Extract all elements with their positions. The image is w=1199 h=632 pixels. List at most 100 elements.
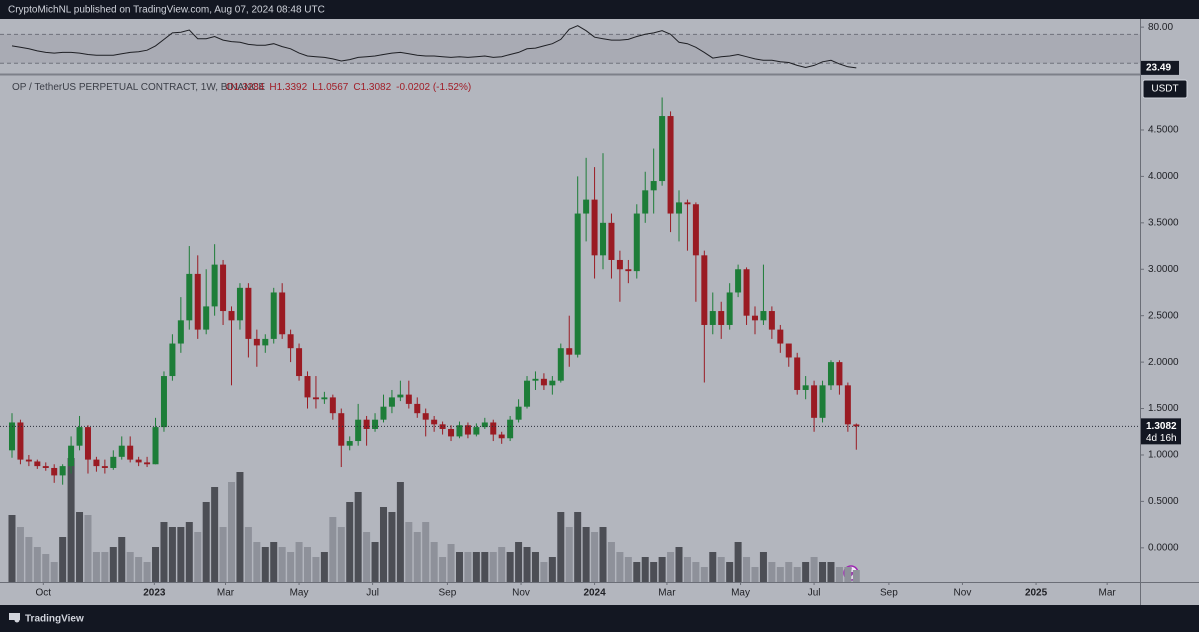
volume-bar bbox=[776, 567, 784, 582]
volume-bar bbox=[599, 527, 607, 582]
volume-bar bbox=[354, 492, 362, 582]
candle-body bbox=[794, 357, 801, 390]
candle-body bbox=[659, 116, 666, 182]
volume-bar bbox=[692, 562, 700, 582]
candle-body bbox=[287, 334, 294, 349]
y-tick-label: 0.5000 bbox=[1148, 496, 1179, 507]
candle-body bbox=[583, 199, 590, 214]
x-tick-label: May bbox=[290, 588, 309, 599]
y-tick-label: 2.5000 bbox=[1148, 310, 1179, 321]
volume-bar bbox=[802, 562, 810, 582]
candle-body bbox=[34, 461, 41, 467]
volume-bar bbox=[194, 532, 202, 582]
volume-bar bbox=[650, 562, 658, 582]
candle-body bbox=[17, 422, 24, 460]
volume-bar bbox=[253, 542, 261, 582]
y-tick-label: 3.5000 bbox=[1148, 217, 1179, 228]
candle-body bbox=[101, 466, 108, 468]
volume-bar bbox=[143, 562, 151, 582]
volume-bar bbox=[743, 557, 751, 582]
candle-body bbox=[676, 202, 683, 214]
candle-body bbox=[431, 419, 438, 425]
candle-body bbox=[464, 425, 471, 435]
volume-bar bbox=[717, 557, 725, 582]
brand-name: TradingView bbox=[25, 614, 84, 625]
candle-body bbox=[549, 380, 556, 386]
y-tick-label: 1.5000 bbox=[1148, 403, 1179, 414]
volume-bar bbox=[768, 562, 776, 582]
candle-body bbox=[811, 385, 818, 418]
volume-bar bbox=[278, 547, 286, 582]
volume-bar bbox=[785, 562, 793, 582]
volume-bar bbox=[759, 552, 767, 582]
volume-bar bbox=[658, 557, 666, 582]
x-tick-label: 2024 bbox=[583, 588, 606, 599]
volume-bar bbox=[844, 567, 852, 582]
candle-body bbox=[726, 292, 733, 325]
y-tick-label: 2.0000 bbox=[1148, 357, 1179, 368]
footer-bar bbox=[0, 605, 1199, 632]
candle-body bbox=[169, 343, 176, 377]
legend: OP / TetherUS PERPETUAL CONTRACT, 1W, BI… bbox=[12, 82, 266, 93]
x-tick-label: 2023 bbox=[143, 588, 166, 599]
volume-bar bbox=[346, 502, 354, 582]
volume-bar bbox=[633, 562, 641, 582]
x-tick-label: Sep bbox=[439, 588, 457, 599]
candle-body bbox=[118, 445, 125, 457]
volume-bar bbox=[582, 527, 590, 582]
volume-bar bbox=[363, 532, 371, 582]
volume-bar bbox=[700, 567, 708, 582]
volume-bar bbox=[287, 552, 295, 582]
candle-body bbox=[338, 413, 345, 446]
candle-body bbox=[735, 269, 742, 293]
volume-bar bbox=[548, 557, 556, 582]
volume-bar bbox=[489, 552, 497, 582]
volume-bar bbox=[295, 542, 303, 582]
currency-box bbox=[1142, 79, 1188, 99]
candle-body bbox=[135, 459, 142, 463]
x-tick-label: Oct bbox=[36, 588, 52, 599]
y-tick-label: 0.0000 bbox=[1148, 542, 1179, 553]
candle-body bbox=[608, 222, 615, 260]
candle-body bbox=[768, 311, 775, 330]
volume-bar bbox=[683, 557, 691, 582]
candle-body bbox=[296, 348, 303, 377]
rsi-tick-label: 80.00 bbox=[1148, 22, 1173, 33]
volume-bar bbox=[616, 552, 624, 582]
candle-body bbox=[321, 397, 328, 400]
candle-body bbox=[853, 424, 860, 427]
volume-bar bbox=[67, 458, 75, 582]
y-tick-label: 3.0000 bbox=[1148, 264, 1179, 275]
x-tick-label: Jul bbox=[808, 588, 821, 599]
candle-body bbox=[110, 456, 117, 468]
volume-bar bbox=[734, 542, 742, 582]
candle-body bbox=[692, 204, 699, 256]
volume-bar bbox=[371, 542, 379, 582]
x-tick-label: 2025 bbox=[1025, 588, 1048, 599]
volume-bar bbox=[852, 570, 860, 582]
volume-bar bbox=[388, 512, 396, 582]
candle-body bbox=[574, 213, 581, 355]
candle-body bbox=[228, 311, 235, 321]
candle-body bbox=[473, 427, 480, 435]
ohlc-value: H1.3392 bbox=[269, 82, 307, 93]
candle-body bbox=[785, 343, 792, 358]
candle-body bbox=[498, 434, 505, 439]
volume-bar bbox=[50, 562, 58, 582]
candle-body bbox=[591, 199, 598, 256]
volume-bar bbox=[33, 547, 41, 582]
volume-bar bbox=[261, 547, 269, 582]
volume-bar bbox=[506, 552, 514, 582]
candle-body bbox=[203, 306, 210, 330]
volume-bar bbox=[320, 552, 328, 582]
volume-bar bbox=[177, 527, 185, 582]
volume-bar bbox=[455, 552, 463, 582]
candle-body bbox=[667, 116, 674, 214]
candle-body bbox=[68, 445, 75, 467]
volume-bar bbox=[101, 552, 109, 582]
volume-bar bbox=[531, 552, 539, 582]
candle-body bbox=[844, 385, 851, 425]
publisher-line: CryptoMichNL published on TradingView.co… bbox=[8, 5, 325, 16]
volume-bar bbox=[152, 547, 160, 582]
